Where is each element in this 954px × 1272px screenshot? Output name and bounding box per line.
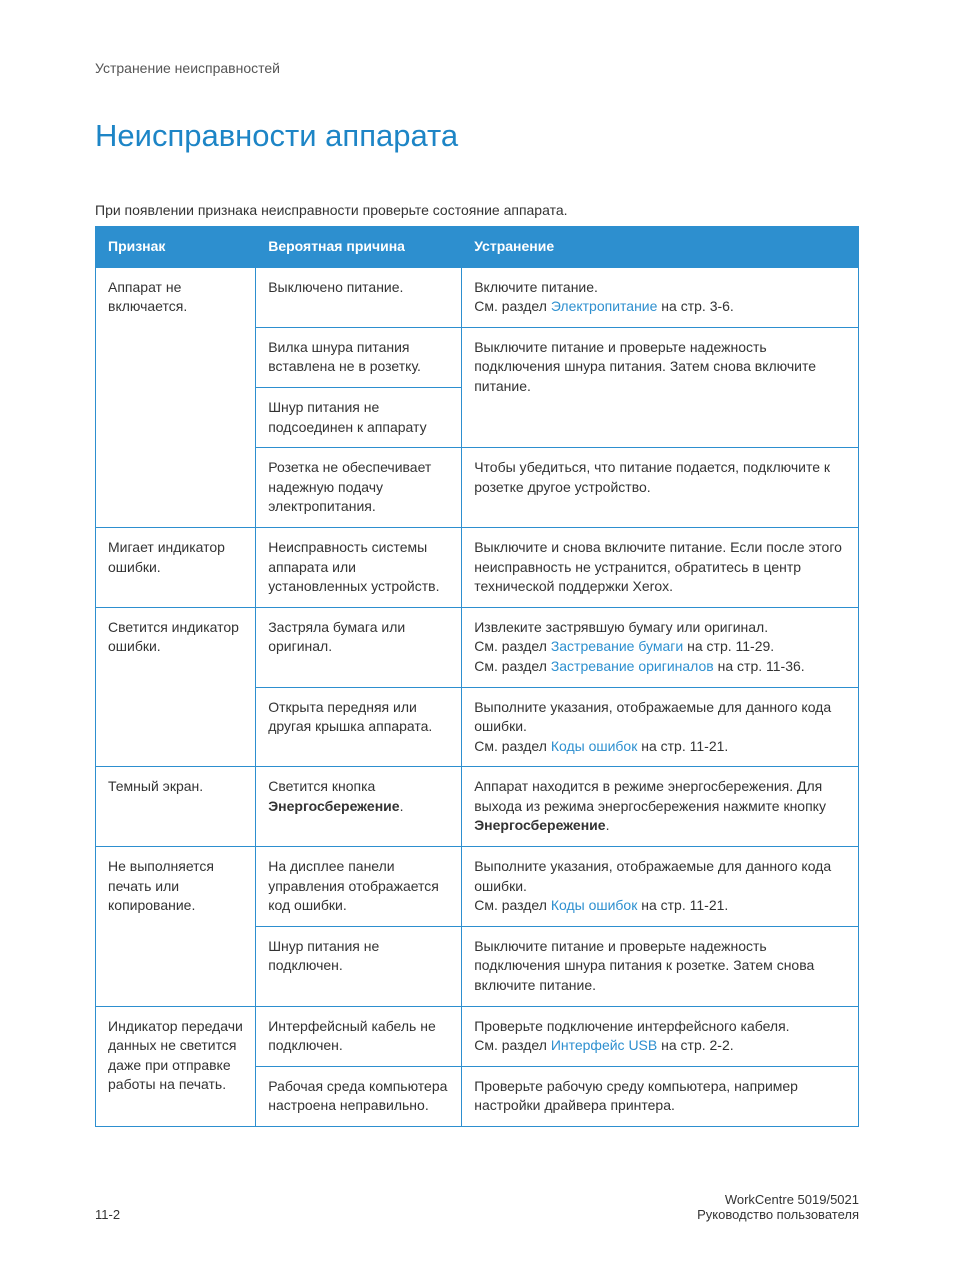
cause-cell: Открыта передняя или другая крышка аппар… bbox=[256, 687, 462, 767]
remedy-cell: Выключите и снова включите питание. Если… bbox=[462, 527, 859, 607]
cause-cell: Застряла бумага или оригинал. bbox=[256, 607, 462, 687]
remedy-cell: Выключите питание и проверьте надежность… bbox=[462, 926, 859, 1006]
xref-link[interactable]: Застревание бумаги bbox=[551, 638, 683, 654]
intro-text: При появлении признака неисправности про… bbox=[95, 202, 859, 218]
cause-cell: Интерфейсный кабель не подключен. bbox=[256, 1006, 462, 1066]
cause-cell: Светится кнопка Энергосбережение. bbox=[256, 767, 462, 847]
xref-link[interactable]: Коды ошибок bbox=[551, 897, 638, 913]
remedy-see-prefix: См. раздел bbox=[474, 897, 551, 913]
symptom-cell: Мигает индикатор ошибки. bbox=[96, 527, 256, 607]
symptom-cell: Темный экран. bbox=[96, 767, 256, 847]
remedy-see-suffix: на стр. 11-29. bbox=[683, 638, 774, 654]
symptom-cell: Аппарат не включается. bbox=[96, 267, 256, 527]
remedy-cell: Аппарат находится в режиме энергосбереже… bbox=[462, 767, 859, 847]
cause-cell: Выключено питание. bbox=[256, 267, 462, 327]
remedy-cell: Извлеките застрявшую бумагу или оригинал… bbox=[462, 607, 859, 687]
xref-link[interactable]: Застревание оригиналов bbox=[551, 658, 714, 674]
column-header-remedy: Устранение bbox=[462, 227, 859, 268]
xref-link[interactable]: Интерфейс USB bbox=[551, 1037, 657, 1053]
symptom-cell: Светится индикатор ошибки. bbox=[96, 607, 256, 767]
document-page: Устранение неисправностей Неисправности … bbox=[0, 0, 954, 1272]
doc-title: Руководство пользователя bbox=[697, 1207, 859, 1222]
xref-link[interactable]: Электропитание bbox=[551, 298, 658, 314]
remedy-cell: Проверьте подключение интерфейсного кабе… bbox=[462, 1006, 859, 1066]
column-header-symptom: Признак bbox=[96, 227, 256, 268]
cause-text: Светится кнопка bbox=[268, 778, 375, 794]
cause-cell: Шнур питания не подключен. bbox=[256, 926, 462, 1006]
remedy-text: Включите питание. bbox=[474, 279, 598, 295]
remedy-see-suffix: на стр. 3-6. bbox=[657, 298, 733, 314]
remedy-see-prefix: См. раздел bbox=[474, 658, 551, 674]
symptom-cell: Индикатор передачи данных не светится да… bbox=[96, 1006, 256, 1126]
remedy-text: Выполните указания, отображаемые для дан… bbox=[474, 699, 831, 735]
remedy-see-prefix: См. раздел bbox=[474, 738, 551, 754]
remedy-see-prefix: См. раздел bbox=[474, 298, 551, 314]
remedy-text: Проверьте подключение интерфейсного кабе… bbox=[474, 1018, 789, 1034]
breadcrumb: Устранение неисправностей bbox=[95, 60, 859, 76]
remedy-bold: Энергосбережение bbox=[474, 817, 605, 833]
page-title: Неисправности аппарата bbox=[95, 118, 859, 154]
remedy-cell: Проверьте рабочую среду компьютера, напр… bbox=[462, 1066, 859, 1126]
remedy-see-suffix: на стр. 11-36. bbox=[714, 658, 805, 674]
remedy-text: Аппарат находится в режиме энергосбереже… bbox=[474, 778, 826, 814]
product-name: WorkCentre 5019/5021 bbox=[697, 1192, 859, 1207]
xref-link[interactable]: Коды ошибок bbox=[551, 738, 638, 754]
cause-bold: Энергосбережение bbox=[268, 798, 399, 814]
cause-cell: Рабочая среда компьютера настроена непра… bbox=[256, 1066, 462, 1126]
remedy-cell: Включите питание. См. раздел Электропита… bbox=[462, 267, 859, 327]
remedy-text: . bbox=[606, 817, 610, 833]
page-footer: 11-2 WorkCentre 5019/5021 Руководство по… bbox=[95, 1192, 859, 1222]
remedy-text: Выполните указания, отображаемые для дан… bbox=[474, 858, 831, 894]
cause-text: . bbox=[400, 798, 404, 814]
remedy-see-prefix: См. раздел bbox=[474, 1037, 551, 1053]
remedy-cell: Выключите питание и проверьте надежность… bbox=[462, 327, 859, 447]
remedy-cell: Чтобы убедиться, что питание подается, п… bbox=[462, 448, 859, 528]
column-header-cause: Вероятная причина bbox=[256, 227, 462, 268]
cause-cell: Вилка шнура питания вставлена не в розет… bbox=[256, 327, 462, 387]
remedy-see-suffix: на стр. 11-21. bbox=[637, 897, 728, 913]
remedy-cell: Выполните указания, отображаемые для дан… bbox=[462, 847, 859, 927]
cause-cell: На дисплее панели управления отображаетс… bbox=[256, 847, 462, 927]
troubleshooting-table: Признак Вероятная причина Устранение Апп… bbox=[95, 226, 859, 1127]
page-number: 11-2 bbox=[95, 1207, 120, 1222]
remedy-text: Извлеките застрявшую бумагу или оригинал… bbox=[474, 619, 768, 635]
remedy-see-suffix: на стр. 2-2. bbox=[657, 1037, 733, 1053]
cause-cell: Неисправность системы аппарата или устан… bbox=[256, 527, 462, 607]
remedy-cell: Выполните указания, отображаемые для дан… bbox=[462, 687, 859, 767]
symptom-cell: Не выполняется печать или копирование. bbox=[96, 847, 256, 1007]
remedy-see-suffix: на стр. 11-21. bbox=[637, 738, 728, 754]
cause-cell: Розетка не обеспечивает надежную подачу … bbox=[256, 448, 462, 528]
cause-cell: Шнур питания не подсоединен к аппарату bbox=[256, 387, 462, 447]
remedy-see-prefix: См. раздел bbox=[474, 638, 551, 654]
